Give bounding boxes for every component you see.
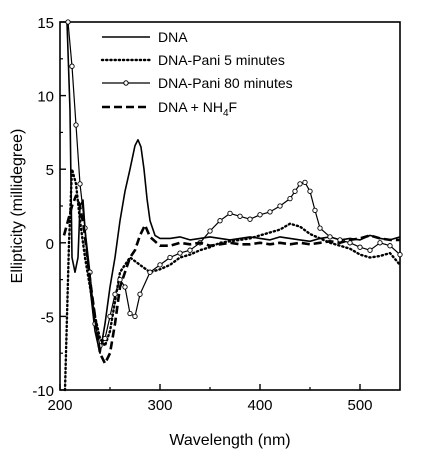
series-2-point-28 bbox=[267, 209, 273, 215]
series-2-point-30 bbox=[287, 195, 293, 202]
series-2-point-39 bbox=[347, 240, 353, 246]
series-2-point-27 bbox=[257, 212, 263, 218]
x-tick-label-2: 400 bbox=[247, 397, 272, 414]
series-2-point-29 bbox=[277, 203, 283, 209]
series-2-point-14 bbox=[132, 313, 138, 320]
legend-label-pani-80: DNA-Pani 80 minutes bbox=[158, 75, 293, 91]
series-2-point-3 bbox=[77, 181, 83, 187]
y-tick-label-2: 5 bbox=[46, 162, 54, 179]
legend-label-dna: DNA bbox=[158, 29, 188, 45]
x-tick-label-3: 500 bbox=[347, 397, 372, 414]
legend-label-nh4f: DNA + NH4F bbox=[158, 99, 237, 119]
series-2-point-12 bbox=[122, 284, 128, 290]
legend-item-pani-80: DNA-Pani 80 minutes bbox=[102, 75, 293, 91]
series-2-point-0 bbox=[65, 19, 71, 25]
y-tick-label-4: -5 bbox=[41, 309, 54, 326]
series-line-0 bbox=[66, 21, 401, 355]
legend-label-pani-5: DNA-Pani 5 minutes bbox=[158, 52, 285, 68]
y-tick-label-5: -10 bbox=[32, 383, 54, 400]
series-2-point-1 bbox=[69, 63, 75, 69]
legend-label-nh4f-main: DNA + NH bbox=[158, 99, 223, 115]
series-2-point-37 bbox=[327, 234, 333, 240]
series-2-point-8 bbox=[102, 335, 108, 342]
series-1 bbox=[63, 167, 402, 392]
series-2-point-2 bbox=[73, 122, 79, 128]
series-2-point-24 bbox=[227, 210, 233, 217]
series-2-point-23 bbox=[217, 218, 223, 224]
series-2-point-18 bbox=[167, 254, 173, 261]
series-2-point-34 bbox=[307, 188, 313, 194]
x-tick-label-1: 300 bbox=[147, 397, 172, 414]
y-tick-label-3: 0 bbox=[46, 236, 54, 253]
y-tick-label-0: 15 bbox=[37, 15, 54, 32]
legend-item-dna: DNA bbox=[102, 29, 188, 45]
series-2-point-9 bbox=[107, 313, 113, 320]
series-0 bbox=[66, 21, 401, 355]
series-2-point-16 bbox=[147, 269, 153, 275]
series-2-point-44 bbox=[397, 251, 403, 258]
series-line-3 bbox=[62, 194, 400, 365]
legend-item-nh4f: DNA + NH4F bbox=[102, 99, 237, 119]
legend-label-nh4f-sub: 4 bbox=[223, 108, 229, 119]
legend: DNA DNA-Pani 5 minutes DNA-Pani 80 minut… bbox=[100, 29, 293, 119]
series-2-point-11 bbox=[117, 276, 123, 283]
legend-item-pani-5: DNA-Pani 5 minutes bbox=[100, 52, 285, 68]
series-2-point-17 bbox=[157, 262, 163, 268]
series-2-point-35 bbox=[312, 207, 318, 214]
series-2-point-22 bbox=[207, 228, 213, 234]
series-2-point-19 bbox=[177, 250, 183, 256]
x-axis-ticks: 200 300 400 500 bbox=[47, 384, 373, 414]
x-tick-label-0: 200 bbox=[47, 397, 72, 414]
series-2 bbox=[65, 19, 403, 349]
series-2-point-33 bbox=[302, 179, 308, 186]
x-axis-label: Wavelength (nm) bbox=[169, 432, 290, 449]
series-3 bbox=[62, 194, 400, 365]
y-axis-label: Ellipticity (millidegree) bbox=[9, 129, 26, 284]
series-line-1 bbox=[63, 167, 402, 392]
legend-marker-pani-80 bbox=[123, 80, 129, 86]
series-2-point-26 bbox=[247, 216, 253, 222]
series-layer bbox=[62, 19, 403, 392]
series-2-point-43 bbox=[387, 243, 393, 249]
legend-label-nh4f-end: F bbox=[229, 99, 238, 115]
series-2-point-32 bbox=[297, 181, 303, 187]
series-2-point-41 bbox=[367, 247, 373, 253]
series-2-point-42 bbox=[377, 240, 383, 246]
series-2-point-20 bbox=[187, 247, 193, 253]
y-tick-label-1: 10 bbox=[37, 89, 54, 106]
series-2-point-31 bbox=[292, 188, 298, 194]
series-2-point-36 bbox=[317, 225, 323, 231]
series-2-point-10 bbox=[112, 291, 118, 297]
y-axis-ticks: 15 10 5 0 -5 -10 bbox=[32, 15, 66, 400]
series-2-point-13 bbox=[127, 310, 133, 317]
series-2-point-40 bbox=[357, 244, 363, 250]
series-2-point-15 bbox=[137, 291, 143, 297]
series-2-point-25 bbox=[237, 213, 243, 219]
